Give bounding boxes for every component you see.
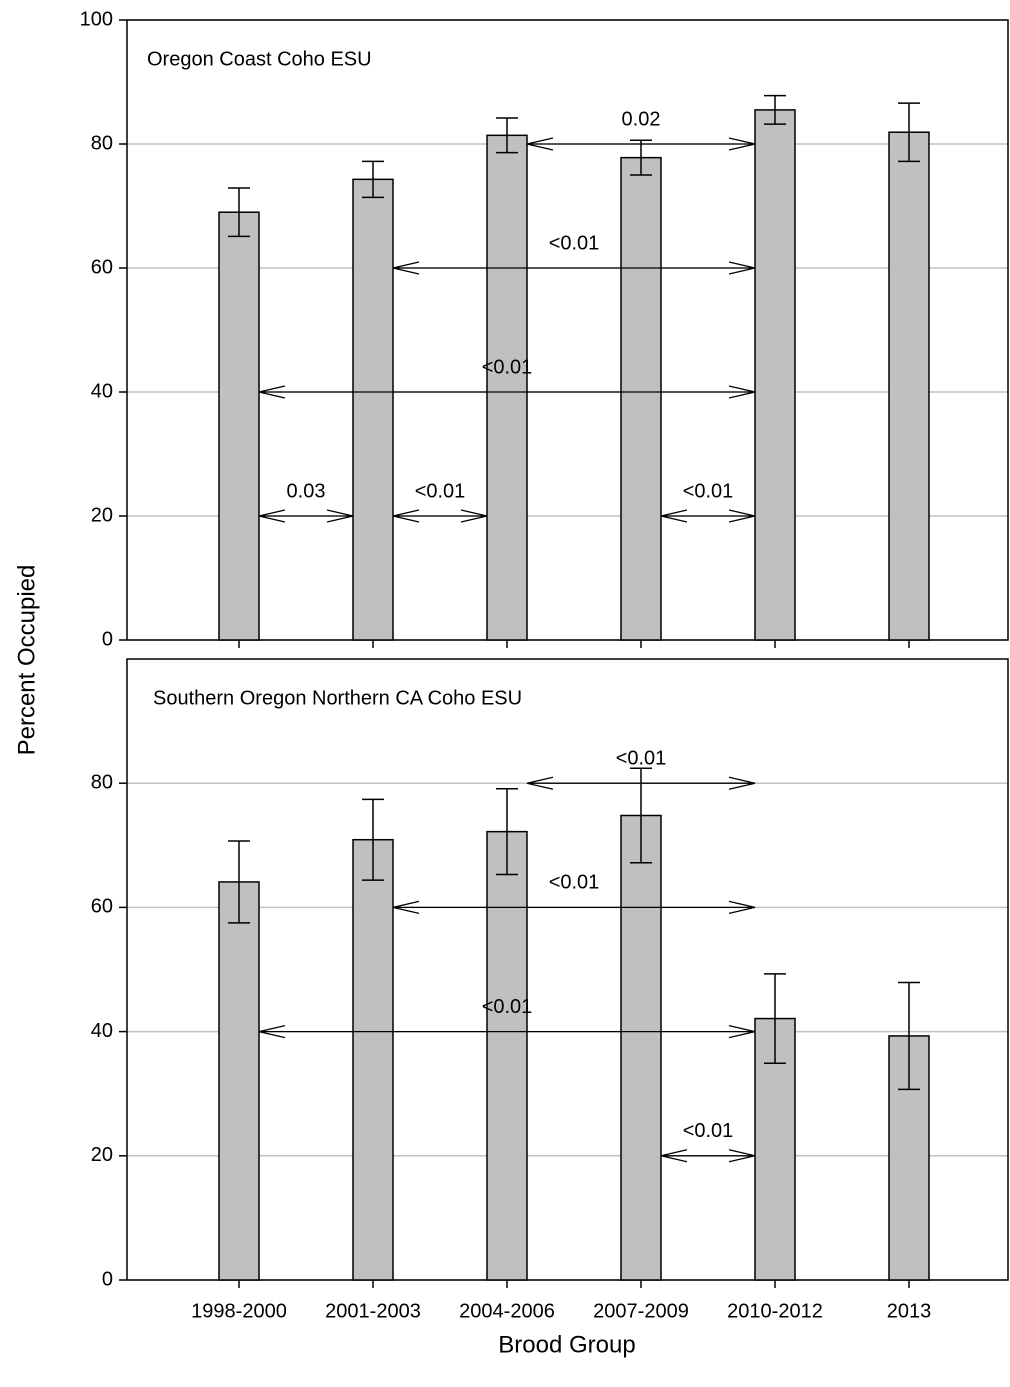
error-bar [764,973,786,1065]
error-bar [630,139,652,176]
comparison-arrow [258,385,756,399]
p-value-label: 0.03 [287,480,326,502]
x-tick-label: 2013 [887,1300,932,1322]
bar [352,838,394,1281]
bar [754,109,796,641]
p-value-label: 0.02 [622,108,661,130]
bar [218,881,260,1281]
error-bar [228,187,250,238]
error-bar [898,102,920,163]
y-tick-label: 80 [91,771,113,793]
comparison-arrow [392,261,756,275]
panel-title: Southern Oregon Northern CA Coho ESU [153,687,522,709]
comparison-arrow [392,900,756,915]
plot-frame [126,658,1009,1281]
comparison-arrow [258,509,354,523]
error-bar [496,788,518,876]
y-tick-label: 20 [91,504,113,526]
comparison-arrow [660,1149,756,1163]
error-bar [764,94,786,125]
y-tick-label: 0 [102,628,113,650]
x-tick-label: 2007-2009 [593,1300,689,1322]
y-tick-label: 60 [91,896,113,918]
error-bar [362,160,384,199]
comparison-arrow [526,776,756,790]
y-tick-label: 100 [80,8,113,30]
comparison-arrow [526,137,756,151]
bar [486,134,528,641]
y-tick-label: 0 [102,1268,113,1290]
bar [352,178,394,641]
bar [486,830,528,1281]
x-tick-label: 2010-2012 [727,1300,823,1322]
x-tick-label: 1998-2000 [191,1300,287,1322]
p-value-label: <0.01 [415,480,466,502]
comparison-arrow [392,509,488,523]
p-value-label: <0.01 [683,1120,734,1142]
error-bar [898,981,920,1091]
comparison-arrow [660,509,756,523]
y-tick-label: 20 [91,1144,113,1166]
x-tick-label: 2004-2006 [459,1300,555,1322]
p-value-label: <0.01 [549,872,600,894]
bar [888,131,930,641]
p-value-label: <0.01 [482,356,533,378]
comparison-arrow [258,1024,756,1039]
error-bar [496,117,518,154]
error-bar [630,767,652,864]
y-axis-label: Percent Occupied [13,565,40,756]
error-bar [362,798,384,881]
bar [620,814,662,1281]
bar [620,156,662,641]
p-value-label: <0.01 [683,480,734,502]
x-tick-label: 2001-2003 [325,1300,421,1322]
error-bar [228,840,250,924]
y-tick-label: 40 [91,380,113,402]
plot-frame [126,19,1009,641]
y-tick-label: 60 [91,256,113,278]
y-tick-label: 80 [91,132,113,154]
bar [218,211,260,641]
panel-title: Oregon Coast Coho ESU [147,48,372,70]
p-value-label: <0.01 [549,232,600,254]
p-value-label: <0.01 [616,747,667,769]
p-value-label: <0.01 [482,996,533,1018]
x-axis-label: Brood Group [498,1331,635,1358]
y-tick-label: 40 [91,1020,113,1042]
